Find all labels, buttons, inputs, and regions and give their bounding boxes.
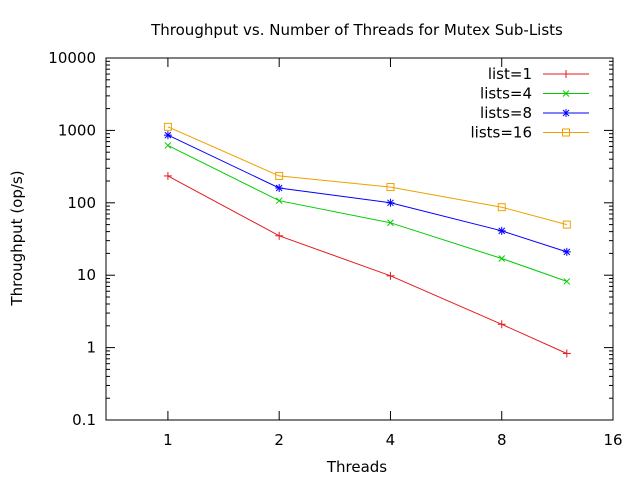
series-lists-8 <box>163 131 571 256</box>
x-axis-label: Threads <box>326 458 387 476</box>
series-line <box>167 126 567 226</box>
x-tick-label: 1 <box>163 431 173 449</box>
y-tick-label: 10000 <box>48 49 96 67</box>
data-point <box>497 226 506 235</box>
y-tick-label: 1000 <box>58 121 96 139</box>
legend-item: lists=4 <box>480 85 589 103</box>
legend-label: lists=8 <box>480 104 532 122</box>
data-point <box>275 231 284 240</box>
legend-marker <box>562 128 570 137</box>
legend-marker <box>562 109 570 117</box>
legend-label: lists=4 <box>480 85 532 103</box>
series-group <box>163 122 571 358</box>
data-point <box>275 184 284 193</box>
series-line <box>167 134 567 253</box>
legend-item: lists=8 <box>480 104 589 122</box>
data-point <box>163 171 172 180</box>
y-tick-label: 0.1 <box>72 411 96 429</box>
y-tick-label: 100 <box>67 194 96 212</box>
data-point <box>563 278 571 285</box>
data-point <box>497 320 506 329</box>
x-tick-label: 4 <box>386 431 396 449</box>
data-point <box>562 349 571 358</box>
data-point <box>164 142 172 149</box>
axis-ticks: 0.1 1 10 100 1000 10000 1 2 4 8 16 <box>48 49 622 449</box>
series-lists-4 <box>164 142 571 285</box>
legend-marker <box>562 90 570 97</box>
data-point <box>387 219 394 227</box>
y-tick-label: 1 <box>86 339 96 357</box>
data-point <box>562 247 571 256</box>
x-tick-label: 2 <box>274 431 284 449</box>
legend-label: lists=16 <box>470 124 532 142</box>
data-point <box>163 122 172 131</box>
series-line <box>167 175 568 354</box>
plot-frame <box>105 57 614 421</box>
data-point <box>386 198 395 207</box>
series-lists-16 <box>163 122 571 229</box>
data-point <box>498 255 506 262</box>
chart-title: Throughput vs. Number of Threads for Mut… <box>150 21 563 39</box>
plot-border <box>105 57 614 421</box>
legend-marker <box>562 70 570 78</box>
data-point <box>562 220 571 229</box>
series-list-1 <box>163 171 571 358</box>
y-tick-label: 10 <box>77 266 96 284</box>
data-point <box>497 203 506 212</box>
x-tick-label: 16 <box>603 431 622 449</box>
legend-item: list=1 <box>488 65 589 83</box>
data-point <box>275 197 283 205</box>
series-line <box>167 144 567 282</box>
x-tick-label: 8 <box>497 431 507 449</box>
data-point <box>386 183 395 192</box>
data-point <box>386 271 395 280</box>
data-point <box>275 171 284 180</box>
legend-label: list=1 <box>488 65 532 83</box>
data-point <box>163 131 172 140</box>
legend-item: lists=16 <box>470 124 589 142</box>
y-axis-label: Throughput (op/s) <box>8 170 26 306</box>
